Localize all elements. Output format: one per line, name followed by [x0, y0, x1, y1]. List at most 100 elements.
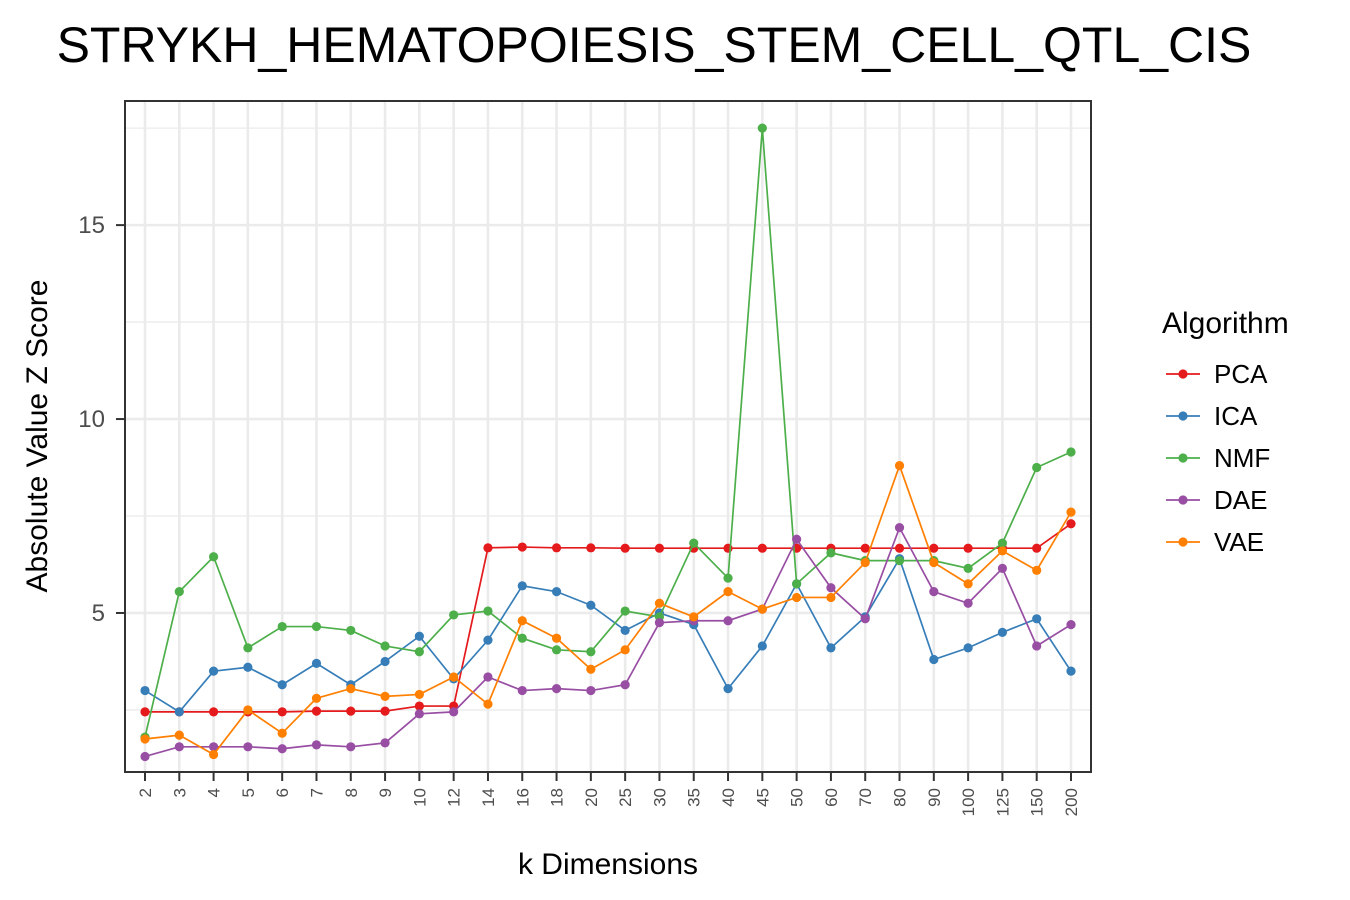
legend-key-point-nmf: [1178, 453, 1188, 463]
data-point-nmf: [826, 548, 836, 558]
chart-title: STRYKH_HEMATOPOIESIS_STEM_CELL_QTL_CIS: [57, 17, 1252, 73]
data-point-dae: [414, 709, 424, 719]
data-point-pca: [517, 542, 527, 552]
data-point-nmf: [449, 610, 459, 620]
data-point-pca: [551, 543, 562, 553]
data-point-ica: [517, 581, 527, 591]
x-tick-label: 3: [170, 788, 189, 797]
series-line-vae: [144, 463, 1072, 756]
legend-label-pca: PCA: [1214, 359, 1268, 389]
data-point-dae: [1066, 620, 1076, 630]
data-point-nmf: [208, 552, 219, 562]
data-point-vae: [620, 645, 630, 655]
x-tick-label: 125: [993, 788, 1012, 816]
legend-label-nmf: NMF: [1214, 443, 1270, 473]
data-point-dae: [826, 583, 836, 593]
data-point-nmf: [757, 123, 767, 133]
data-point-vae: [414, 689, 424, 700]
data-point-vae: [894, 460, 905, 471]
data-point-vae: [208, 749, 219, 760]
data-point-pca: [929, 543, 939, 553]
data-point-pca: [380, 706, 390, 716]
data-point-ica: [243, 662, 253, 672]
x-tick-label: 4: [205, 788, 224, 797]
data-point-vae: [483, 699, 493, 709]
legend-label-dae: DAE: [1214, 485, 1267, 515]
x-tick-label: 25: [616, 788, 635, 807]
data-point-nmf: [174, 587, 184, 597]
data-point-pca: [483, 543, 493, 553]
x-tick-label: 90: [925, 788, 944, 807]
legend-key-point-ica: [1178, 411, 1188, 421]
data-point-pca: [208, 707, 219, 717]
x-tick-label: 100: [959, 788, 978, 816]
data-point-dae: [174, 742, 184, 752]
legend-key-point-vae: [1178, 537, 1188, 547]
x-axis-title: k Dimensions: [518, 848, 698, 881]
data-point-vae: [517, 616, 527, 626]
data-point-pca: [140, 707, 150, 717]
data-point-dae: [586, 685, 596, 696]
data-point-dae: [551, 684, 562, 694]
data-point-vae: [380, 691, 390, 701]
x-tick-label: 16: [513, 788, 532, 807]
data-point-pca: [1032, 543, 1042, 553]
data-point-dae: [449, 707, 459, 717]
data-point-nmf: [243, 643, 253, 653]
data-point-vae: [277, 728, 287, 738]
data-point-ica: [277, 680, 287, 690]
x-tick-label: 7: [307, 788, 326, 797]
data-point-pca: [654, 543, 665, 553]
legend-key-point-pca: [1178, 369, 1188, 379]
data-point-pca: [1066, 519, 1076, 529]
data-point-vae: [792, 592, 802, 603]
y-tick-label: 5: [92, 600, 105, 627]
x-tick-label: 8: [342, 788, 361, 797]
legend-key-point-dae: [1178, 495, 1188, 505]
data-point-ica: [414, 631, 424, 641]
data-point-nmf: [551, 645, 562, 655]
data-point-pca: [414, 701, 424, 711]
data-point-vae: [757, 604, 767, 614]
series-line-dae: [144, 525, 1072, 758]
data-point-dae: [963, 598, 973, 608]
data-point-pca: [963, 543, 973, 553]
data-point-nmf: [277, 621, 287, 632]
data-point-vae: [929, 557, 939, 568]
x-tick-label: 150: [1028, 788, 1047, 816]
x-tick-label: 40: [719, 788, 738, 807]
data-point-vae: [586, 664, 596, 674]
data-point-nmf: [894, 556, 905, 566]
x-tick-label: 50: [788, 788, 807, 807]
data-point-nmf: [620, 606, 630, 616]
y-tick-label: 15: [78, 212, 105, 239]
data-point-nmf: [586, 647, 596, 657]
plot-panel-border: [124, 100, 1092, 773]
x-tick-label: 14: [479, 788, 498, 807]
data-point-ica: [826, 643, 836, 653]
x-tick-label: 35: [685, 788, 704, 807]
x-tick-label: 10: [410, 788, 429, 807]
data-point-vae: [449, 672, 459, 682]
data-point-nmf: [792, 579, 802, 589]
data-point-ica: [963, 643, 973, 653]
data-point-ica: [483, 635, 493, 645]
data-point-pca: [757, 543, 767, 553]
x-tick-label: 80: [891, 788, 910, 807]
data-point-dae: [997, 563, 1008, 573]
data-point-nmf: [997, 538, 1008, 548]
data-point-dae: [483, 672, 493, 682]
data-point-vae: [963, 579, 973, 589]
data-point-dae: [311, 740, 322, 750]
legend-label-vae: VAE: [1214, 527, 1264, 557]
data-point-nmf: [723, 573, 733, 583]
legend: Algorithm PCA ICA NMF DAE VAE: [1162, 307, 1289, 557]
data-point-pca: [860, 543, 870, 553]
data-point-dae: [894, 523, 905, 533]
data-point-dae: [723, 616, 733, 626]
data-point-pca: [277, 707, 287, 717]
data-point-vae: [723, 587, 733, 597]
x-tick-label: 6: [273, 788, 292, 797]
x-tick-label: 45: [753, 788, 772, 807]
data-point-dae: [243, 742, 253, 752]
